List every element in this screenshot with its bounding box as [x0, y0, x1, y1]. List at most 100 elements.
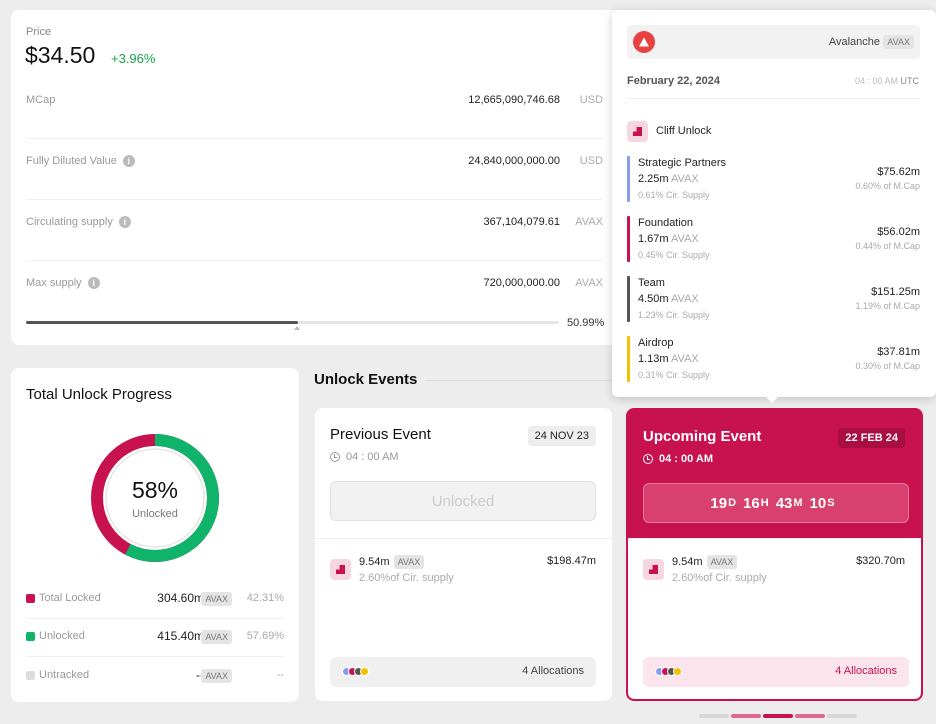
tooltip-header: Avalanche AVAX [627, 25, 920, 59]
token-tag: AVAX [201, 669, 232, 683]
donut-percent: 58% [131, 476, 179, 503]
event-date-badge: 24 NOV 23 [527, 426, 596, 446]
allocation-amount: 1.13m AVAX [638, 353, 699, 365]
tooltip-row-team: Team 4.50m AVAX 1.23% Cir. Supply $151.2… [627, 276, 920, 322]
allocations-button[interactable]: 4 Allocations [643, 657, 909, 687]
allocation-name: Strategic Partners [638, 157, 727, 169]
event-supply: 2.60%of Cir. supply [359, 572, 454, 584]
allocation-name: Foundation [638, 217, 694, 229]
token-tag: AVAX [393, 555, 425, 569]
event-supply: 2.60%of Cir. supply [672, 572, 767, 584]
tooltip-divider [627, 98, 920, 99]
event-title: Upcoming Event [643, 428, 762, 445]
metric-row-circulating: Circulating supply i 367,104,079.61 AVAX [26, 200, 603, 261]
metric-label: Circulating supply i [26, 216, 131, 228]
supply-marker-icon [294, 326, 300, 330]
token-tag: AVAX [201, 630, 232, 644]
allocation-supply: 1.23% Cir. Supply [638, 310, 710, 320]
supply-percent: 50.99% [567, 317, 605, 329]
info-icon[interactable]: i [122, 155, 135, 167]
unlock-donut-chart [91, 434, 219, 562]
legend-swatch [26, 594, 35, 603]
event-title: Previous Event [330, 426, 431, 443]
allocation-mcap: 1.19% of M.Cap [855, 301, 920, 311]
allocation-dot [673, 667, 682, 676]
event-usd-value: $198.47m [547, 555, 596, 567]
donut-inner-ring [105, 448, 205, 548]
metric-unit: AVAX [575, 277, 603, 289]
legend-row-unlocked: Unlocked 415.40m AVAX 57.69% [26, 619, 284, 657]
metric-label: MCap [26, 94, 56, 106]
previous-event-card[interactable]: Previous Event 24 NOV 23 04 : 00 AM Unlo… [315, 408, 612, 701]
legend-swatch [26, 671, 35, 680]
allocation-dots [655, 667, 682, 676]
metric-value: 720,000,000.00 [483, 277, 560, 289]
allocation-name: Team [638, 277, 665, 289]
legend-percent: -- [276, 669, 284, 681]
legend-swatch [26, 632, 35, 641]
legend-row-untracked: Untracked -- AVAX -- [26, 658, 284, 696]
event-usd-value: $320.70m [856, 555, 905, 567]
metric-unit: AVAX [575, 216, 603, 228]
pager-dot-active[interactable] [763, 714, 793, 718]
countdown-timer: 19 D 16 H 43 M 10 S [643, 483, 909, 523]
allocations-button[interactable]: 4 Allocations [330, 657, 596, 687]
allocation-color-bar [627, 336, 630, 382]
pager-dot[interactable] [731, 714, 761, 718]
event-amount: 9.54m AVAX [672, 555, 738, 569]
metric-unit: USD [579, 155, 603, 167]
allocation-mcap: 0.60% of M.Cap [855, 181, 920, 191]
donut-unlocked-arc [91, 434, 219, 562]
clock-icon [330, 452, 340, 462]
unlock-progress-card: Total Unlock Progress 58% Unlocked Total… [11, 368, 299, 702]
metric-label: Max supply i [26, 277, 100, 289]
metric-row-fdv: Fully Diluted Value i 24,840,000,000.00 U… [26, 139, 603, 200]
donut-center: 58% Unlocked [89, 432, 221, 564]
price-value: $34.50 [25, 42, 96, 68]
upcoming-event-card[interactable]: Upcoming Event 22 FEB 24 04 : 00 AM 19 D … [626, 408, 923, 701]
pager-dot[interactable] [795, 714, 825, 718]
metric-row-mcap: MCap 12,665,090,746.68 USD [26, 78, 603, 139]
allocation-usd: $37.81m [877, 346, 920, 358]
allocation-color-bar [627, 276, 630, 322]
price-change: +3.96% [111, 51, 156, 66]
tooltip-date: February 22, 2024 [627, 75, 720, 87]
allocation-supply: 0.45% Cir. Supply [638, 250, 710, 260]
pager-dot[interactable] [699, 714, 729, 718]
allocation-name: Airdrop [638, 337, 674, 349]
legend-amount: -- [196, 668, 204, 682]
tooltip-arrow-icon [765, 396, 779, 403]
metric-value: 24,840,000,000.00 [468, 155, 560, 167]
metric-value: 367,104,079.61 [483, 216, 560, 228]
metric-unit: USD [579, 94, 603, 106]
metric-value: 12,665,090,746.68 [468, 94, 560, 106]
pager-dot[interactable] [827, 714, 857, 718]
tooltip-row-airdrop: Airdrop 1.13m AVAX 0.31% Cir. Supply $37… [627, 336, 920, 382]
cliff-unlock-icon [643, 559, 664, 580]
carousel-pager [699, 714, 857, 718]
cliff-unlock-icon [330, 559, 351, 580]
event-time: 04 : 00 AM [643, 453, 713, 465]
cliff-unlock-icon [627, 121, 648, 142]
info-icon[interactable]: i [87, 277, 100, 289]
tooltip-time: 04 : 00 AM UTC [854, 76, 919, 86]
ticker-tag: AVAX [883, 35, 914, 49]
allocation-dot [360, 667, 369, 676]
event-details: 9.54m AVAX 2.60%of Cir. supply $198.47m 4… [315, 538, 612, 701]
unlocked-button[interactable]: Unlocked [330, 481, 596, 521]
allocation-supply: 0.31% Cir. Supply [638, 370, 710, 380]
allocations-label: 4 Allocations [835, 665, 897, 677]
legend-amount: 415.40m [157, 629, 204, 643]
section-divider [425, 380, 613, 381]
metric-label: Fully Diluted Value i [26, 155, 135, 167]
clock-icon [643, 454, 653, 464]
info-icon[interactable]: i [118, 216, 131, 228]
progress-title: Total Unlock Progress [26, 386, 172, 403]
legend-row-locked: Total Locked 304.60m AVAX 42.31% [26, 581, 284, 619]
legend-label: Total Locked [39, 592, 101, 604]
unlock-type: Cliff Unlock [656, 125, 712, 137]
price-label: Price [26, 26, 52, 38]
metric-row-max-supply: Max supply i 720,000,000.00 AVAX [26, 261, 603, 322]
event-amount: 9.54m AVAX [359, 555, 425, 569]
legend-amount: 304.60m [157, 591, 204, 605]
